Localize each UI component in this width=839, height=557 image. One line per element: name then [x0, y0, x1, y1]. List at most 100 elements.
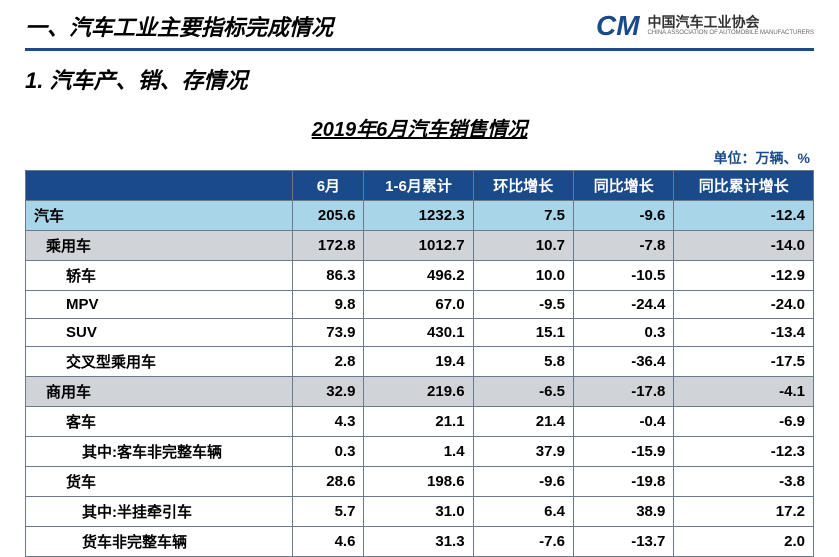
table-row: 其中:客车非完整车辆0.31.437.9-15.9-12.3	[26, 437, 814, 467]
row-value: 219.6	[364, 377, 473, 407]
header: 一、汽车工业主要指标完成情况 CM 中国汽车工业协会 CHINA ASSOCIA…	[25, 10, 814, 51]
row-value: -36.4	[573, 347, 673, 377]
row-value: 496.2	[364, 261, 473, 291]
row-value: 28.6	[293, 467, 364, 497]
row-label: 汽车	[26, 201, 293, 231]
row-value: -0.4	[573, 407, 673, 437]
row-value: 9.8	[293, 291, 364, 319]
row-label: 轿车	[26, 261, 293, 291]
table-header-cell: 6月	[293, 171, 364, 201]
row-label: SUV	[26, 319, 293, 347]
table-header-cell	[26, 171, 293, 201]
logo-cn: 中国汽车工业协会	[648, 15, 814, 30]
row-value: 430.1	[364, 319, 473, 347]
row-value: 2.0	[674, 527, 814, 557]
row-value: -15.9	[573, 437, 673, 467]
row-value: -7.8	[573, 231, 673, 261]
table-body: 汽车205.61232.37.5-9.6-12.4乘用车172.81012.71…	[26, 201, 814, 557]
row-value: 0.3	[293, 437, 364, 467]
row-value: -17.8	[573, 377, 673, 407]
section-subtitle: 1. 汽车产、销、存情况	[25, 63, 814, 95]
table-header-cell: 环比增长	[473, 171, 573, 201]
row-value: -13.7	[573, 527, 673, 557]
row-value: 198.6	[364, 467, 473, 497]
row-value: 17.2	[674, 497, 814, 527]
table-header-cell: 同比累计增长	[674, 171, 814, 201]
row-value: -12.3	[674, 437, 814, 467]
row-value: 67.0	[364, 291, 473, 319]
row-value: 6.4	[473, 497, 573, 527]
row-label: 客车	[26, 407, 293, 437]
row-value: 0.3	[573, 319, 673, 347]
row-value: 4.6	[293, 527, 364, 557]
row-label: 其中:半挂牵引车	[26, 497, 293, 527]
row-value: 21.4	[473, 407, 573, 437]
row-value: -12.4	[674, 201, 814, 231]
row-label: 商用车	[26, 377, 293, 407]
row-value: -9.6	[573, 201, 673, 231]
table-row: 轿车86.3496.210.0-10.5-12.9	[26, 261, 814, 291]
row-label: MPV	[26, 291, 293, 319]
table-row: 乘用车172.81012.710.7-7.8-14.0	[26, 231, 814, 261]
table-header-row: 6月1-6月累计环比增长同比增长同比累计增长	[26, 171, 814, 201]
row-label: 货车非完整车辆	[26, 527, 293, 557]
table-row: 客车4.321.121.4-0.4-6.9	[26, 407, 814, 437]
row-value: 1232.3	[364, 201, 473, 231]
row-label: 乘用车	[26, 231, 293, 261]
row-value: -19.8	[573, 467, 673, 497]
row-value: 86.3	[293, 261, 364, 291]
row-value: -9.5	[473, 291, 573, 319]
row-value: 5.7	[293, 497, 364, 527]
row-value: 37.9	[473, 437, 573, 467]
row-value: -4.1	[674, 377, 814, 407]
row-value: -24.4	[573, 291, 673, 319]
table-row: MPV9.867.0-9.5-24.4-24.0	[26, 291, 814, 319]
row-value: 31.0	[364, 497, 473, 527]
row-value: -24.0	[674, 291, 814, 319]
row-label: 其中:客车非完整车辆	[26, 437, 293, 467]
row-value: -14.0	[674, 231, 814, 261]
row-value: 15.1	[473, 319, 573, 347]
table-row: 商用车32.9219.6-6.5-17.8-4.1	[26, 377, 814, 407]
row-value: -3.8	[674, 467, 814, 497]
row-value: -6.5	[473, 377, 573, 407]
row-value: 7.5	[473, 201, 573, 231]
row-value: -7.6	[473, 527, 573, 557]
row-value: 205.6	[293, 201, 364, 231]
table-row: 汽车205.61232.37.5-9.6-12.4	[26, 201, 814, 231]
row-value: -6.9	[674, 407, 814, 437]
row-value: 4.3	[293, 407, 364, 437]
row-value: 172.8	[293, 231, 364, 261]
table-row: 货车非完整车辆4.631.3-7.6-13.72.0	[26, 527, 814, 557]
sales-table: 6月1-6月累计环比增长同比增长同比累计增长 汽车205.61232.37.5-…	[25, 170, 814, 557]
row-label: 货车	[26, 467, 293, 497]
table-row: SUV73.9430.115.10.3-13.4	[26, 319, 814, 347]
table-row: 其中:半挂牵引车5.731.06.438.917.2	[26, 497, 814, 527]
row-value: -13.4	[674, 319, 814, 347]
table-title: 2019年6月汽车销售情况	[25, 113, 814, 142]
logo-mark-icon: CM	[596, 12, 640, 40]
row-value: -9.6	[473, 467, 573, 497]
main-title: 一、汽车工业主要指标完成情况	[25, 10, 333, 42]
row-value: 73.9	[293, 319, 364, 347]
row-value: -10.5	[573, 261, 673, 291]
unit-label: 单位：万辆、%	[25, 148, 814, 168]
row-value: 1.4	[364, 437, 473, 467]
logo-en: CHINA ASSOCIATION OF AUTOMOBILE MANUFACT…	[648, 30, 814, 37]
row-value: 38.9	[573, 497, 673, 527]
row-value: 31.3	[364, 527, 473, 557]
row-value: 1012.7	[364, 231, 473, 261]
table-header-cell: 1-6月累计	[364, 171, 473, 201]
row-value: -17.5	[674, 347, 814, 377]
row-value: 10.0	[473, 261, 573, 291]
table-row: 货车28.6198.6-9.6-19.8-3.8	[26, 467, 814, 497]
row-label: 交叉型乘用车	[26, 347, 293, 377]
logo: CM 中国汽车工业协会 CHINA ASSOCIATION OF AUTOMOB…	[596, 12, 814, 40]
row-value: 2.8	[293, 347, 364, 377]
table-header-cell: 同比增长	[573, 171, 673, 201]
row-value: -12.9	[674, 261, 814, 291]
row-value: 21.1	[364, 407, 473, 437]
row-value: 19.4	[364, 347, 473, 377]
row-value: 5.8	[473, 347, 573, 377]
row-value: 32.9	[293, 377, 364, 407]
